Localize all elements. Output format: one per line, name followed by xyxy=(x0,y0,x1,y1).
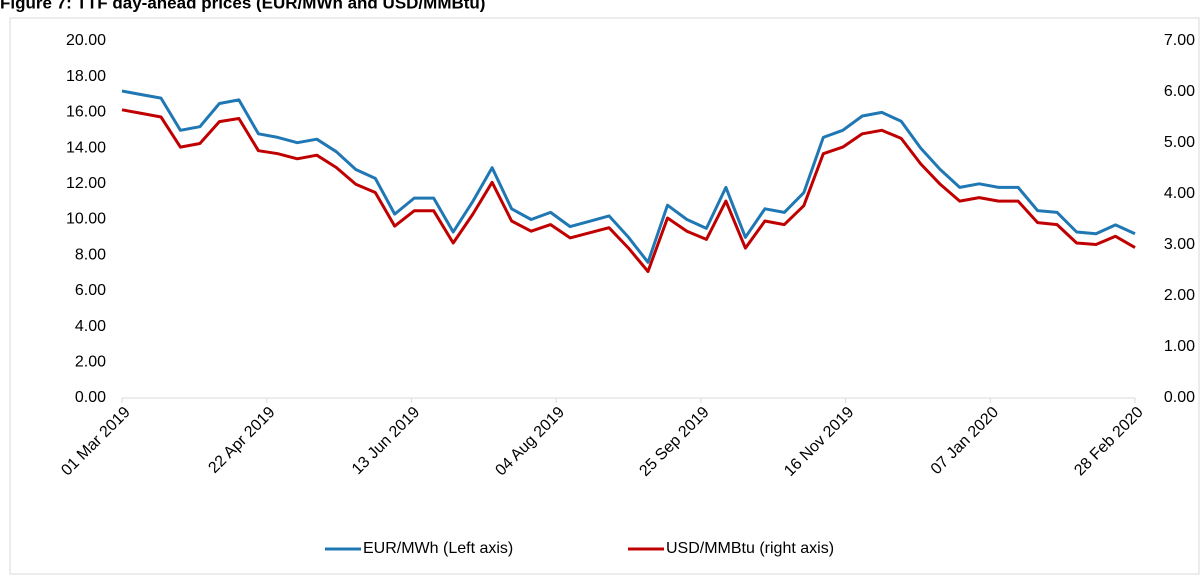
y-tick-label: 6.00 xyxy=(75,282,106,299)
x-tick-label: 04 Aug 2019 xyxy=(492,404,568,480)
x-tick-label: 28 Feb 2020 xyxy=(1071,404,1147,480)
chart-frame xyxy=(9,17,1200,575)
x-tick-label: 01 Mar 2019 xyxy=(58,404,134,480)
legend-label: USD/MMBtu (right axis) xyxy=(666,540,834,557)
y-tick-label: 14.00 xyxy=(66,139,106,156)
x-tick-label: 16 Nov 2019 xyxy=(781,404,857,480)
x-tick-label: 07 Jan 2020 xyxy=(928,404,1002,478)
y2-tick-label: 0.00 xyxy=(1164,389,1195,406)
y-tick-label: 18.00 xyxy=(66,68,106,85)
x-tick-label: 22 Apr 2019 xyxy=(205,404,278,477)
y-tick-label: 10.00 xyxy=(66,211,106,228)
y-tick-label: 20.00 xyxy=(66,32,106,49)
y-tick-label: 4.00 xyxy=(75,318,106,335)
legend-label: EUR/MWh (Left axis) xyxy=(363,540,513,557)
y2-tick-label: 3.00 xyxy=(1164,236,1195,253)
y-tick-label: 12.00 xyxy=(66,175,106,192)
y2-tick-label: 6.00 xyxy=(1164,83,1195,100)
chart-title: Figure 7: TTF day-ahead prices (EUR/MWh … xyxy=(0,0,485,12)
x-tick-label: 13 Jun 2019 xyxy=(349,404,423,478)
y-tick-label: 0.00 xyxy=(75,389,106,406)
y-tick-label: 2.00 xyxy=(75,354,106,371)
y-tick-label: 8.00 xyxy=(75,246,106,263)
y2-tick-label: 7.00 xyxy=(1164,32,1195,49)
y2-tick-label: 5.00 xyxy=(1164,134,1195,151)
x-tick-label: 25 Sep 2019 xyxy=(636,404,712,480)
y2-tick-label: 4.00 xyxy=(1164,185,1195,202)
y2-tick-label: 1.00 xyxy=(1164,338,1195,355)
y-tick-label: 16.00 xyxy=(66,104,106,121)
line-series xyxy=(121,108,1136,273)
line-series xyxy=(121,89,1136,264)
y2-tick-label: 2.00 xyxy=(1164,287,1195,304)
